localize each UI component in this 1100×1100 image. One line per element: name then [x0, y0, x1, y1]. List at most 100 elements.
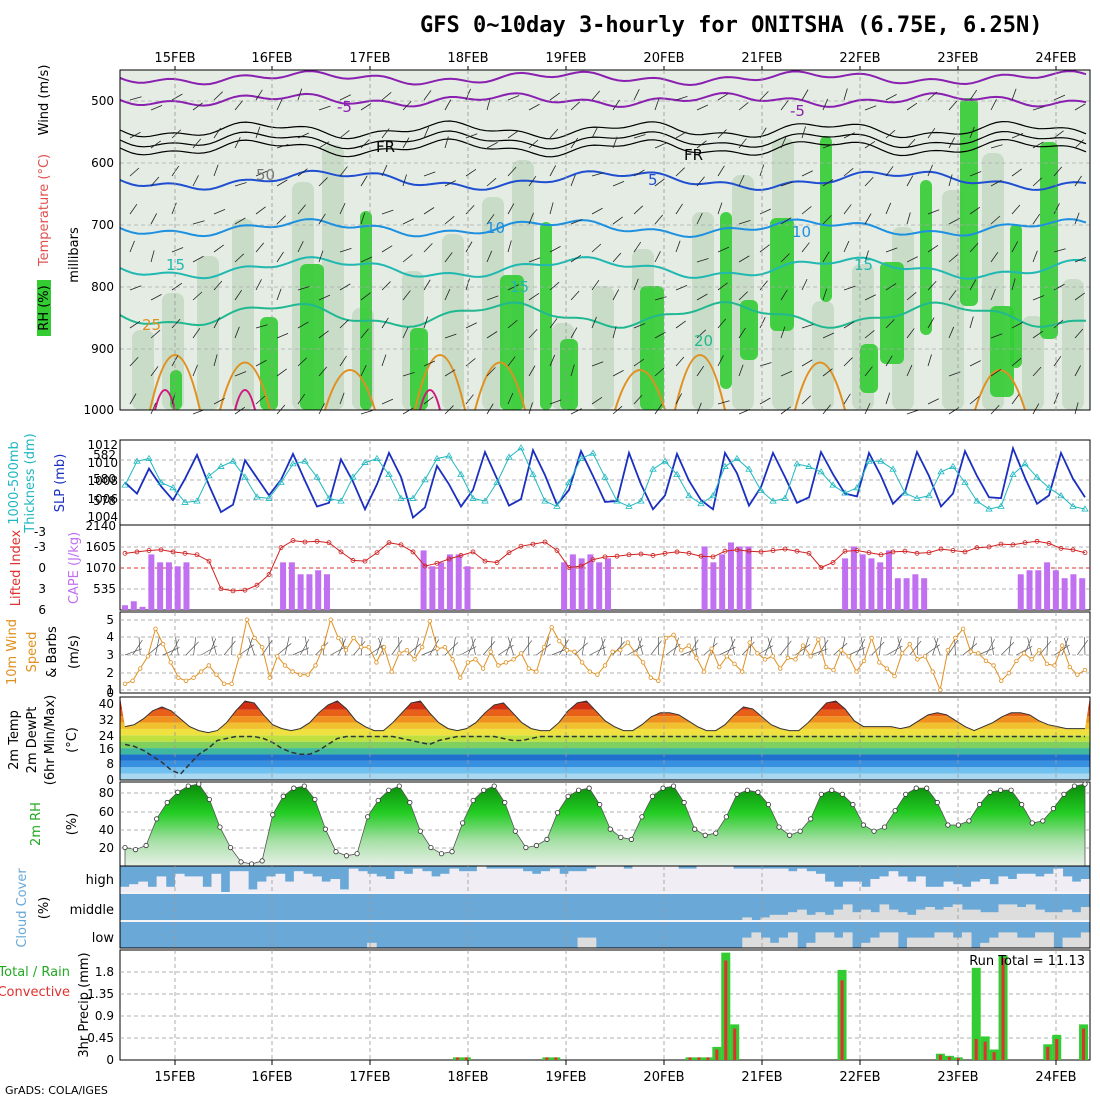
wind-tick: 2: [106, 666, 114, 680]
cloud-clear-cell: [925, 886, 935, 892]
cloud-gray-cell: [1035, 909, 1045, 920]
wind-speed-point: [1052, 663, 1057, 668]
wind-barb: [927, 244, 939, 253]
thickness-point: [397, 494, 405, 501]
wind-barb: [675, 356, 685, 367]
wind-barb: [570, 327, 578, 339]
wind-barb: [255, 206, 266, 215]
wind-barb-10m: [505, 637, 513, 656]
precip-conv-bar: [697, 1057, 701, 1060]
cape-bar: [859, 554, 866, 610]
temp-band: [120, 728, 1090, 736]
li-point: [290, 538, 296, 543]
rh-point: [987, 789, 993, 795]
rh-legend-label: RH (%): [37, 285, 52, 330]
wind-barb: [843, 357, 853, 367]
cloud-clear-cell: [120, 886, 130, 892]
thickness-point: [373, 454, 381, 461]
rh-point: [639, 814, 645, 820]
thickness-point: [313, 473, 321, 480]
cloud-gray-cell: [980, 912, 990, 920]
wind-barb: [885, 247, 898, 253]
wind-barb: [234, 217, 246, 225]
wind-barb: [192, 255, 204, 263]
rh-point: [850, 801, 856, 808]
thickness-point: [505, 453, 513, 460]
run-total-label: Run Total = 11.13: [969, 954, 1085, 969]
cloud-clear-cell: [202, 886, 213, 892]
temp-line: [124, 700, 1085, 734]
precip-conv-bar: [992, 1052, 996, 1060]
wind-barb: [990, 215, 1001, 225]
wind-barb-10m: [767, 637, 773, 656]
rh-point: [618, 834, 624, 840]
cloud-clear-cell: [687, 868, 698, 892]
wind-barb: [507, 284, 519, 291]
wind-barb: [759, 280, 768, 291]
rh-point: [892, 808, 898, 814]
precip-conv-bar: [1055, 1039, 1059, 1060]
cloud-gray-cell: [742, 917, 752, 920]
thick-frame: [119, 439, 1091, 526]
cape-bar: [868, 558, 875, 610]
cape-bar: [1044, 562, 1051, 610]
wind-barb: [381, 398, 394, 405]
cloud-gray-cell: [1062, 937, 1073, 948]
wind-barb-10m: [934, 637, 941, 656]
li-point: [602, 554, 608, 560]
wind-barb-10m: [305, 637, 309, 656]
contour-label: FR: [376, 138, 395, 156]
wind-barb: [129, 320, 141, 329]
rh-point: [502, 799, 508, 806]
rh-point: [797, 828, 803, 834]
rh-point: [881, 824, 888, 830]
pressure-tick-label: 700: [91, 218, 114, 232]
li-point: [902, 548, 908, 554]
wind-speed-point: [778, 666, 783, 671]
wind-barb: [339, 202, 346, 215]
rh-point: [248, 861, 255, 867]
li-point: [434, 560, 440, 566]
wind-barb: [843, 132, 855, 139]
wind-speed-point: [785, 655, 791, 661]
wind-barb-10m: [201, 645, 217, 656]
cape-bar: [315, 570, 322, 610]
li-point: [806, 550, 812, 556]
rh-blob-green: [1040, 142, 1058, 339]
rh-blob-green: [640, 286, 664, 410]
slp-tick: 1006: [87, 492, 118, 506]
bottom-date-axis: 15FEB 16FEB 17FEB 18FEB 19FEB 20FEB 21FEB 22FEB…: [154, 1060, 1077, 1085]
wind-speed-point: [503, 660, 509, 665]
cape-bar: [842, 558, 849, 610]
li-tick: -3: [34, 525, 46, 539]
wind-barb: [129, 203, 138, 215]
contour-label: 20: [694, 332, 713, 350]
rh-point: [818, 791, 824, 797]
wind-speed-point: [1075, 672, 1080, 677]
wind-barb: [654, 296, 667, 301]
wind-speed-point: [534, 669, 539, 674]
cloud-gray-cell: [1053, 912, 1064, 920]
thickness-point: [637, 497, 645, 504]
li-point: [194, 552, 200, 558]
thickness-point: [133, 457, 141, 464]
contour-25-loop: [219, 361, 271, 411]
wind-barb: [129, 96, 142, 101]
cloud-clear-cell: [275, 873, 286, 892]
rh-point: [291, 785, 297, 791]
wind-barb: [591, 243, 602, 253]
wind-speed-point: [176, 675, 181, 680]
wind-barb: [1053, 355, 1062, 367]
wind-barb: [402, 407, 414, 415]
li-point: [470, 549, 476, 555]
wind-barb: [1074, 256, 1087, 263]
thickness-point: [865, 457, 873, 464]
rh-point: [132, 847, 139, 853]
wind-barb: [549, 202, 554, 215]
wind-barb: [402, 290, 411, 301]
wind-barb: [864, 402, 871, 415]
pressure-tick-label: 500: [91, 94, 114, 108]
li-point: [206, 558, 212, 564]
wind-barb: [213, 164, 219, 177]
wind-barb: [150, 329, 161, 339]
